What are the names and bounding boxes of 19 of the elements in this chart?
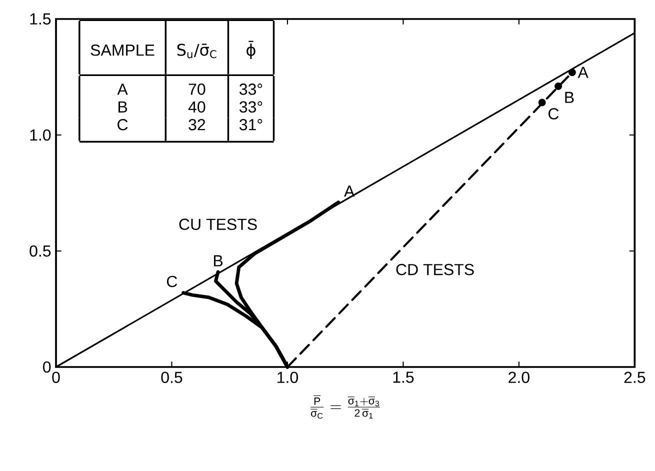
x-tick-label: 0.5 <box>161 372 182 384</box>
x-tick-label: 0 <box>52 372 60 384</box>
annotation: CD TESTS <box>396 264 474 276</box>
annotation: C <box>548 108 559 120</box>
annotation: C <box>166 276 178 288</box>
x-tick-label: 2.0 <box>508 372 530 384</box>
x-tick-label: 1.0 <box>278 372 298 384</box>
y-tick-label: 0 <box>43 361 51 373</box>
y-tick-label: 0.5 <box>30 245 51 257</box>
annotation: A <box>344 186 355 197</box>
annotation: B <box>214 255 223 266</box>
x-tick-label: 1.5 <box>393 372 414 383</box>
x-tick-label: 2.5 <box>624 372 646 384</box>
y-tick-label: 1.5 <box>30 13 51 25</box>
annotation: A <box>578 66 588 78</box>
y-tick-label: 1.0 <box>30 129 51 141</box>
annotation: B <box>565 92 574 103</box>
x-axis-title: $\frac{\overline{\mathrm{P}}}{\overline{\mathrm{σ}}_{\mathrm{C}}}=\frac{\overline{\mathrm{σ}}_{\mathrm{1}}+\overline{\mathrm{σ}}_{\mathrm{3}}}{\mathrm{2}\,\overline{\mathrm{σ}}_{\mathrm{1}}}$ <box>310 396 380 419</box>
annotation: CU TESTS <box>179 218 257 230</box>
